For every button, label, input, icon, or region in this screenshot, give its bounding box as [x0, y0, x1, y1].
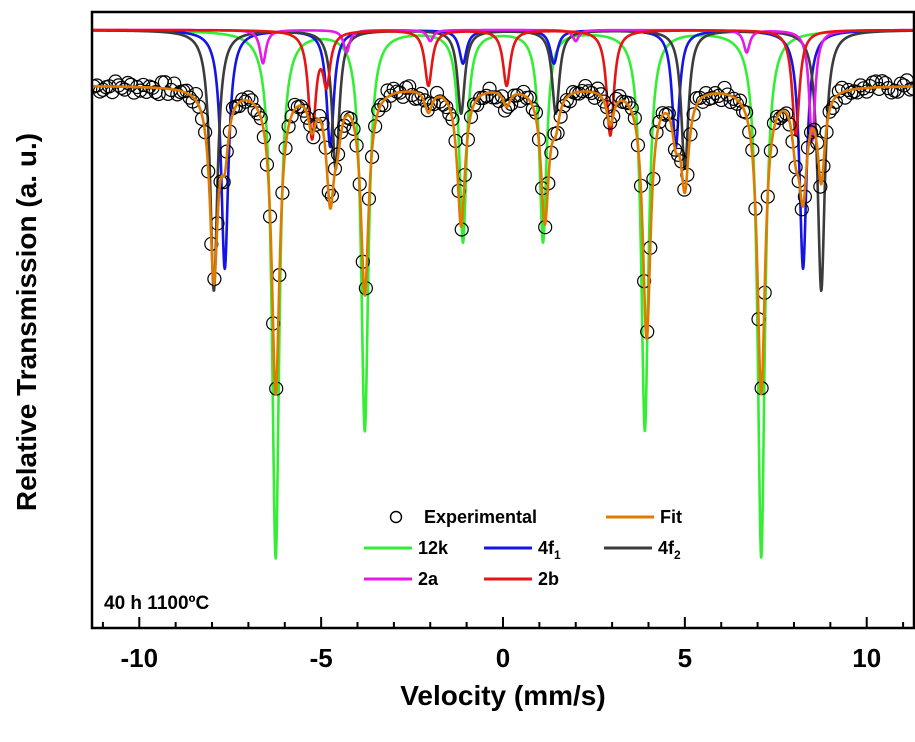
series-line-12k — [92, 29, 914, 560]
experimental-point — [429, 85, 445, 101]
experimental-point — [686, 107, 701, 122]
sample-annotation: 40 h 1100ºC — [104, 593, 209, 614]
experimental-point — [593, 87, 608, 102]
experimental-point — [414, 86, 429, 101]
x-tick-label: 10 — [852, 643, 881, 673]
experimental-point — [671, 147, 686, 162]
series-line-4f2 — [92, 29, 914, 293]
legend: Experimental Fit 12k 4f1 4f2 2a 2b — [364, 507, 682, 589]
experimental-point — [136, 77, 151, 93]
experimental-point — [253, 111, 268, 126]
experimental-point — [411, 91, 426, 106]
y-axis-title: Relative Transmission (a. u.) — [11, 133, 42, 511]
experimental-point — [500, 99, 516, 114]
experimental-point — [732, 93, 748, 108]
x-tick-label: 0 — [496, 643, 510, 673]
legend-label-4f1: 4f1 — [538, 538, 561, 562]
legend-label-12k: 12k — [418, 538, 449, 558]
experimental-point — [312, 108, 327, 124]
x-tick-label: -5 — [310, 643, 333, 673]
x-tick-label: -10 — [120, 643, 158, 673]
legend-label-2a: 2a — [418, 569, 439, 589]
x-axis-ticks: -10 -5 0 5 10 — [101, 617, 905, 673]
experimental-point — [235, 92, 250, 107]
experimental-point — [705, 90, 720, 105]
experimental-point — [525, 101, 540, 116]
legend-label-4f2: 4f2 — [658, 538, 681, 562]
experimental-point — [296, 103, 312, 118]
series-line-fit — [92, 84, 914, 396]
experimental-point — [241, 90, 256, 105]
legend-label-2b: 2b — [538, 569, 559, 589]
legend-label-experimental: Experimental — [424, 507, 537, 527]
experimental-point — [695, 94, 710, 109]
legend-label-fit: Fit — [660, 507, 682, 527]
experimental-point — [603, 115, 618, 130]
series-line-2b — [92, 28, 914, 141]
experimental-point — [803, 125, 819, 140]
legend-marker-experimental — [389, 510, 403, 524]
x-tick-label: 5 — [678, 643, 692, 673]
plot-series — [92, 28, 914, 560]
experimental-point — [677, 182, 692, 197]
experimental-point — [522, 90, 537, 105]
experimental-point — [655, 106, 670, 121]
x-axis-title: Velocity (mm/s) — [400, 680, 605, 711]
experimental-point — [293, 99, 309, 114]
